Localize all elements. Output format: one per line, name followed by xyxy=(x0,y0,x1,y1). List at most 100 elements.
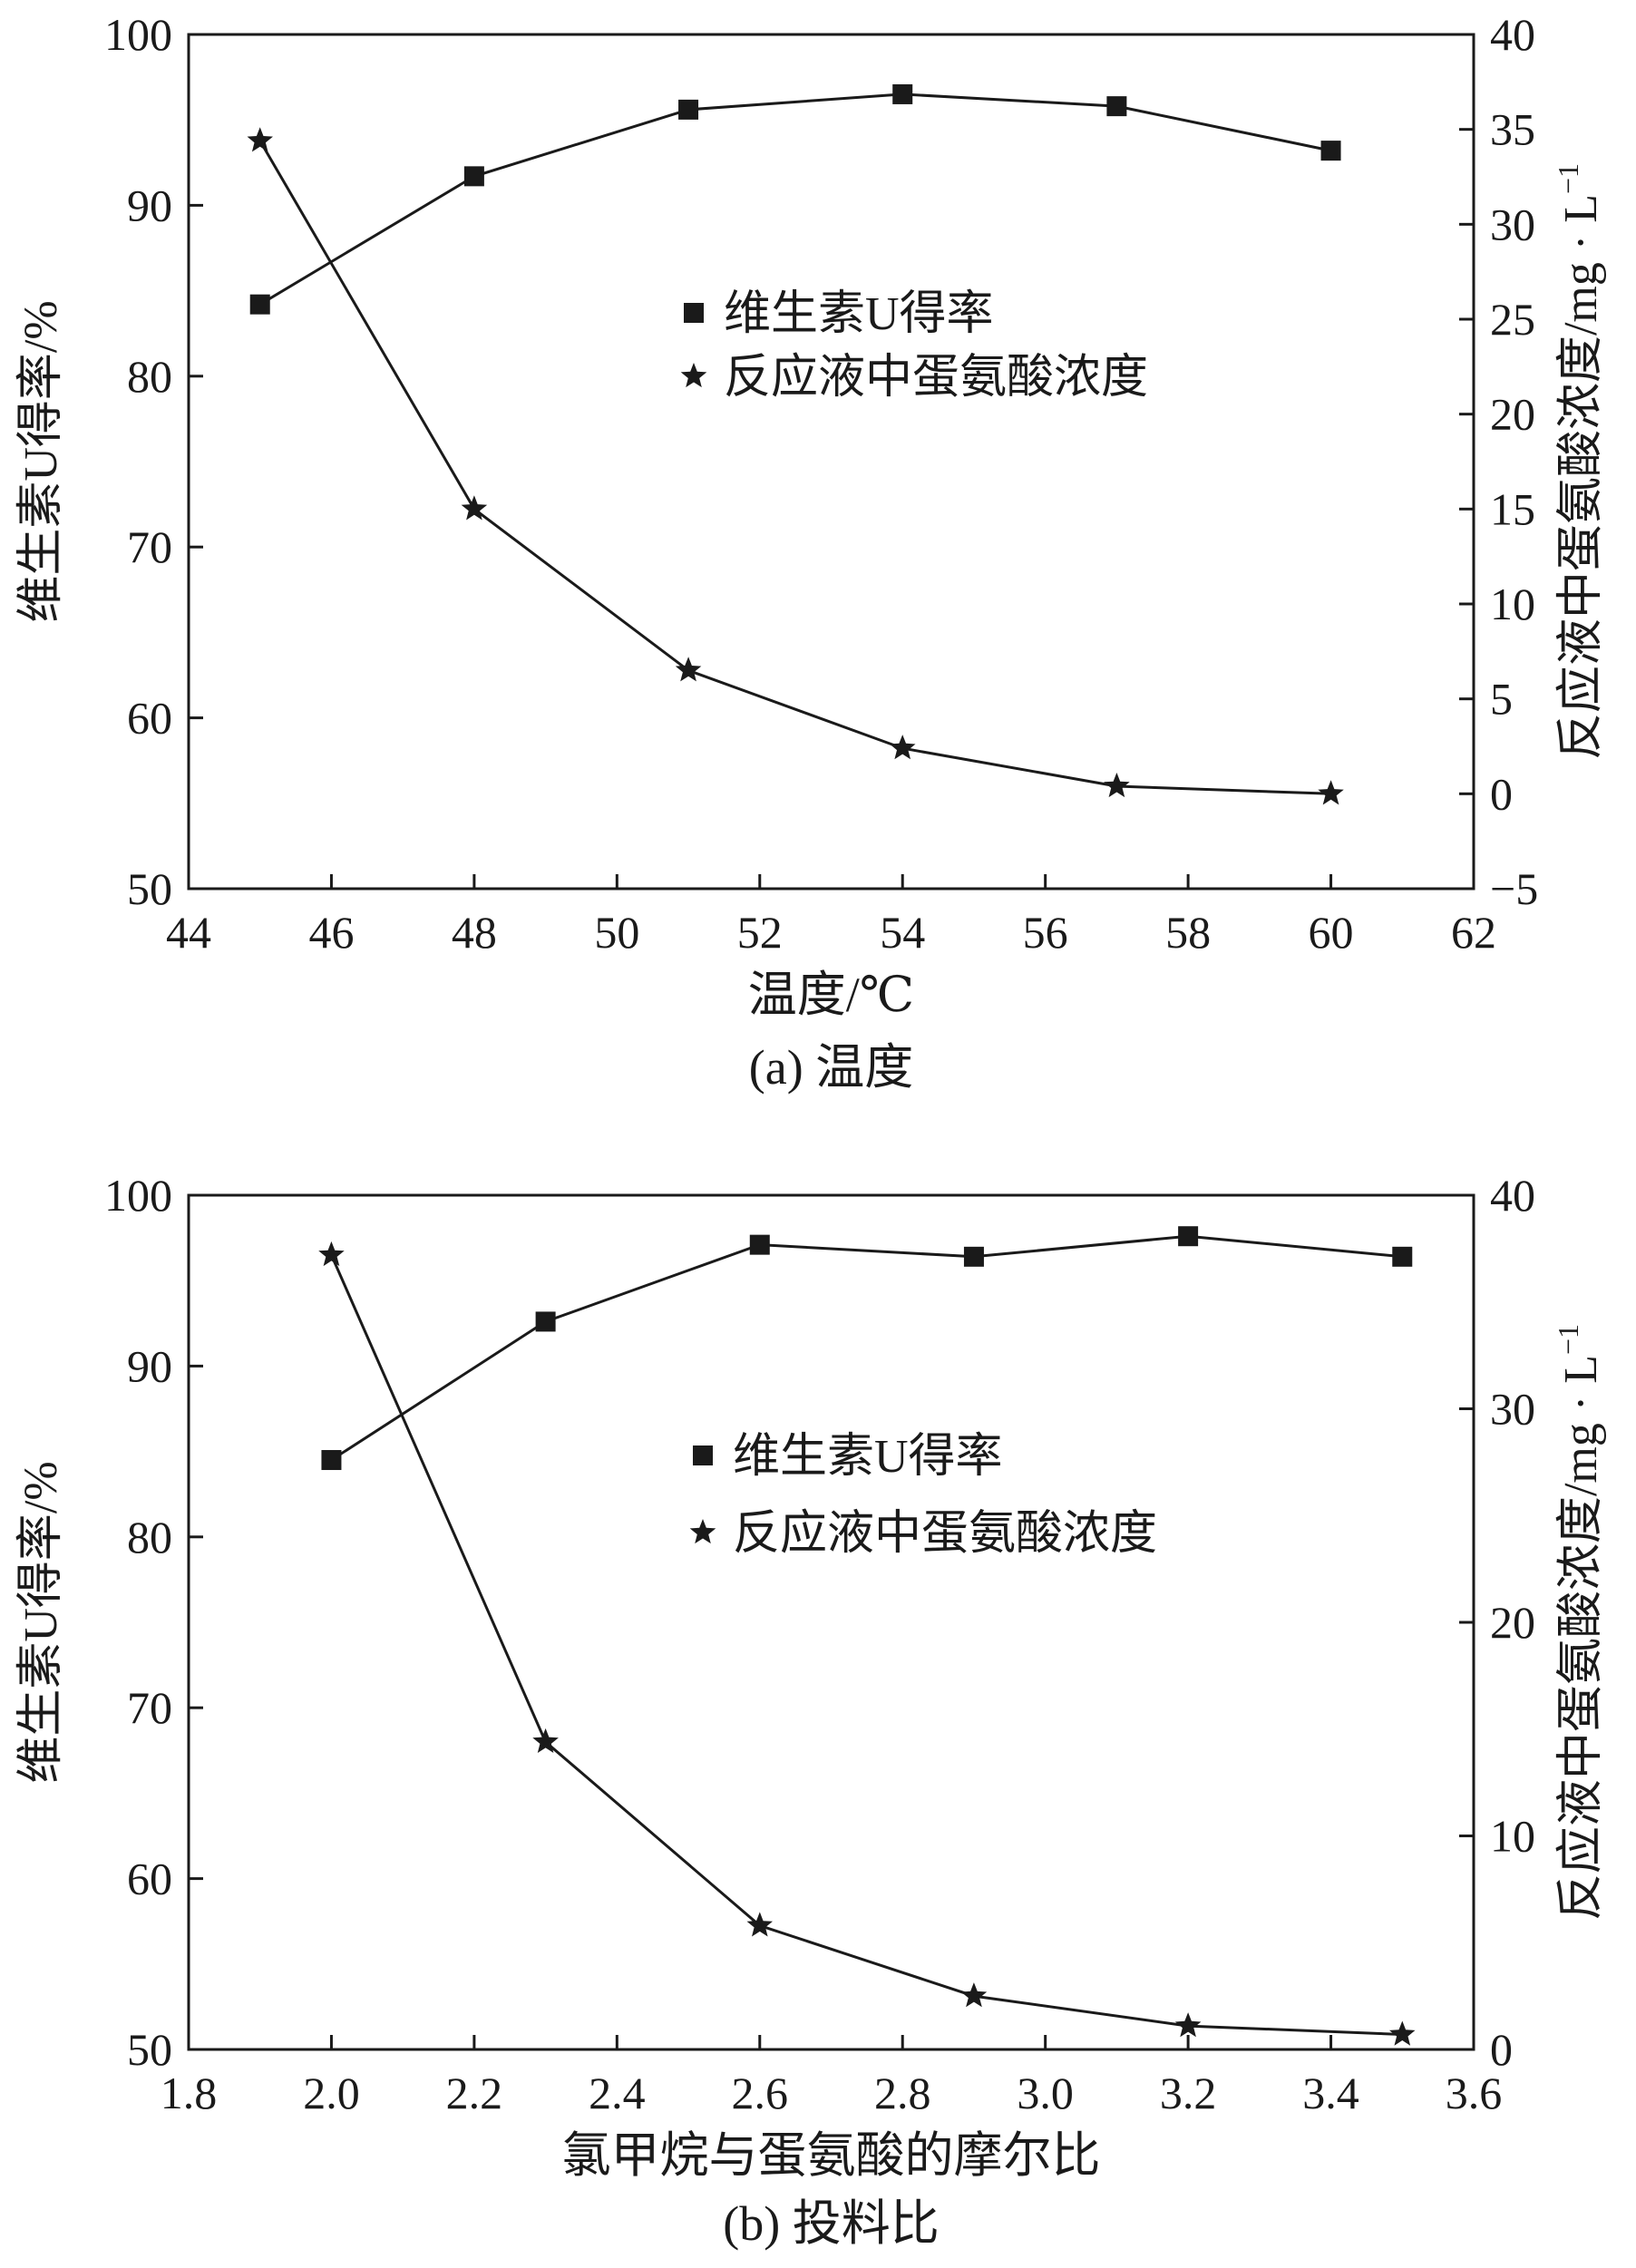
y-right-tick-label: 5 xyxy=(1490,674,1513,725)
y-left-tick-label: 90 xyxy=(127,180,172,230)
data-point-star xyxy=(247,127,273,152)
x-tick-label: 44 xyxy=(166,907,211,958)
y-right-tick-label: 30 xyxy=(1490,199,1535,249)
y-right-axis-label: 反应液中蛋氨酸浓度/mg · L−1 xyxy=(1552,1324,1607,1921)
data-point-square xyxy=(249,294,270,315)
y-right-tick-label: 0 xyxy=(1490,2024,1513,2075)
y-right-tick-label: 0 xyxy=(1490,768,1513,819)
x-tick-label: 2.6 xyxy=(732,2068,789,2118)
y-right-tick-label: −5 xyxy=(1490,863,1538,914)
data-point-star xyxy=(1104,773,1130,798)
y-right-tick-label: 20 xyxy=(1490,1597,1535,1648)
x-tick-label: 56 xyxy=(1023,907,1068,958)
x-tick-label: 2.4 xyxy=(589,2068,646,2118)
x-axis-label: 温度/℃ xyxy=(748,968,914,1022)
legend-label-methionine: 反应液中蛋氨酸浓度 xyxy=(724,352,1148,404)
legend-square-marker xyxy=(693,1445,713,1465)
y-right-axis-label-sup: −1 xyxy=(1552,163,1584,194)
y-right-tick-label: 15 xyxy=(1490,483,1535,534)
y-right-axis-label-main: 反应液中蛋氨酸浓度/mg · L xyxy=(1555,194,1607,760)
data-point-square xyxy=(749,1234,770,1255)
chart-panel-a: 44 46 48 50 52 54 56 58 60 62 50 60 70 80 90 100 −5 0 5 10 1… xyxy=(15,9,1607,1095)
y-right-tick-label: 35 xyxy=(1490,104,1535,155)
legend-star-marker xyxy=(680,363,707,388)
data-point-star xyxy=(960,1982,988,2008)
data-point-star xyxy=(318,1241,345,1267)
data-point-square xyxy=(678,99,699,120)
y-right-axis-label-sup: −1 xyxy=(1552,1324,1584,1355)
legend-label-methionine: 反应液中蛋氨酸浓度 xyxy=(733,1508,1157,1560)
data-point-star xyxy=(1318,780,1344,805)
y-left-tick-label: 60 xyxy=(127,1854,172,1904)
series-line-yield xyxy=(330,1234,1403,1462)
y-right-tick-label: 40 xyxy=(1490,1170,1535,1221)
y-left-tick-label: 60 xyxy=(127,693,172,744)
data-point-square xyxy=(463,166,484,187)
y-left-tick-label: 100 xyxy=(104,9,172,60)
series-line-methionine xyxy=(258,140,1331,795)
chart-panel-b: 1.8 2.0 2.2 2.4 2.6 2.8 3.0 3.2 3.4 3.6 50 60 70 80 90… xyxy=(15,1170,1607,2251)
x-tick-label: 58 xyxy=(1165,907,1211,958)
y-left-tick-label: 70 xyxy=(127,1682,172,1733)
x-tick-label: 48 xyxy=(452,907,497,958)
data-point-star xyxy=(746,1912,773,1937)
y-left-axis-label: 维生素U得率/% xyxy=(15,1461,67,1783)
x-tick-label: 46 xyxy=(308,907,354,958)
data-point-star xyxy=(890,735,916,760)
y-left-tick-label: 100 xyxy=(104,1170,172,1221)
data-point-square xyxy=(535,1311,556,1332)
y-right-tick-label: 30 xyxy=(1490,1384,1535,1435)
x-tick-label: 2.8 xyxy=(874,2068,931,2118)
legend-label-yield: 维生素U得率 xyxy=(724,288,994,340)
x-tick-label: 3.2 xyxy=(1160,2068,1217,2118)
y-right-axis-label-main: 反应液中蛋氨酸浓度/mg · L xyxy=(1555,1355,1607,1921)
data-point-star xyxy=(675,657,702,682)
y-left-tick-label: 90 xyxy=(127,1340,172,1391)
data-point-square xyxy=(1320,141,1341,161)
data-point-square xyxy=(1178,1226,1199,1247)
x-tick-label: 2.0 xyxy=(303,2068,360,2118)
data-point-star xyxy=(1389,2020,1416,2046)
data-point-star xyxy=(532,1728,559,1753)
data-point-square xyxy=(892,83,913,104)
data-point-square xyxy=(1106,96,1127,117)
x-tick-label: 50 xyxy=(594,907,639,958)
data-point-square xyxy=(321,1450,342,1471)
x-tick-label: 54 xyxy=(880,907,925,958)
x-tick-label: 60 xyxy=(1309,907,1354,958)
x-tick-label: 3.4 xyxy=(1302,2068,1359,2118)
data-point-square xyxy=(963,1246,984,1267)
y-left-axis-label: 维生素U得率/% xyxy=(15,300,67,622)
y-right-tick-label: 10 xyxy=(1490,579,1535,629)
x-axis-label: 氯甲烷与蛋氨酸的摩尔比 xyxy=(562,2128,1101,2183)
data-point-star xyxy=(461,495,488,521)
panel-caption: (b) 投料比 xyxy=(723,2196,939,2251)
y-left-tick-label: 50 xyxy=(127,863,172,914)
x-tick-label: 62 xyxy=(1451,907,1496,958)
plot-frame xyxy=(187,1193,1475,2051)
x-tick-label: 1.8 xyxy=(161,2068,218,2118)
x-tick-label: 2.2 xyxy=(446,2068,503,2118)
plot-frame xyxy=(187,33,1475,891)
y-right-tick-label: 25 xyxy=(1490,294,1535,345)
y-left-tick-label: 80 xyxy=(127,351,172,402)
x-tick-label: 3.0 xyxy=(1017,2068,1074,2118)
y-left-tick-label: 50 xyxy=(127,2024,172,2075)
y-left-tick-label: 80 xyxy=(127,1512,172,1562)
y-right-tick-label: 40 xyxy=(1490,9,1535,60)
data-point-square xyxy=(1392,1246,1413,1267)
series-line-methionine xyxy=(330,1254,1403,2036)
x-tick-label: 52 xyxy=(737,907,783,958)
x-tick-label: 3.6 xyxy=(1446,2068,1503,2118)
legend-star-marker xyxy=(689,1519,716,1544)
series-line-yield xyxy=(258,92,1331,306)
legend-label-yield: 维生素U得率 xyxy=(733,1431,1003,1483)
legend-square-marker xyxy=(684,303,704,323)
y-right-axis-label: 反应液中蛋氨酸浓度/mg · L−1 xyxy=(1552,163,1607,760)
data-point-star xyxy=(1174,2012,1202,2038)
y-right-tick-label: 10 xyxy=(1490,1811,1535,1862)
y-right-tick-label: 20 xyxy=(1490,389,1535,440)
